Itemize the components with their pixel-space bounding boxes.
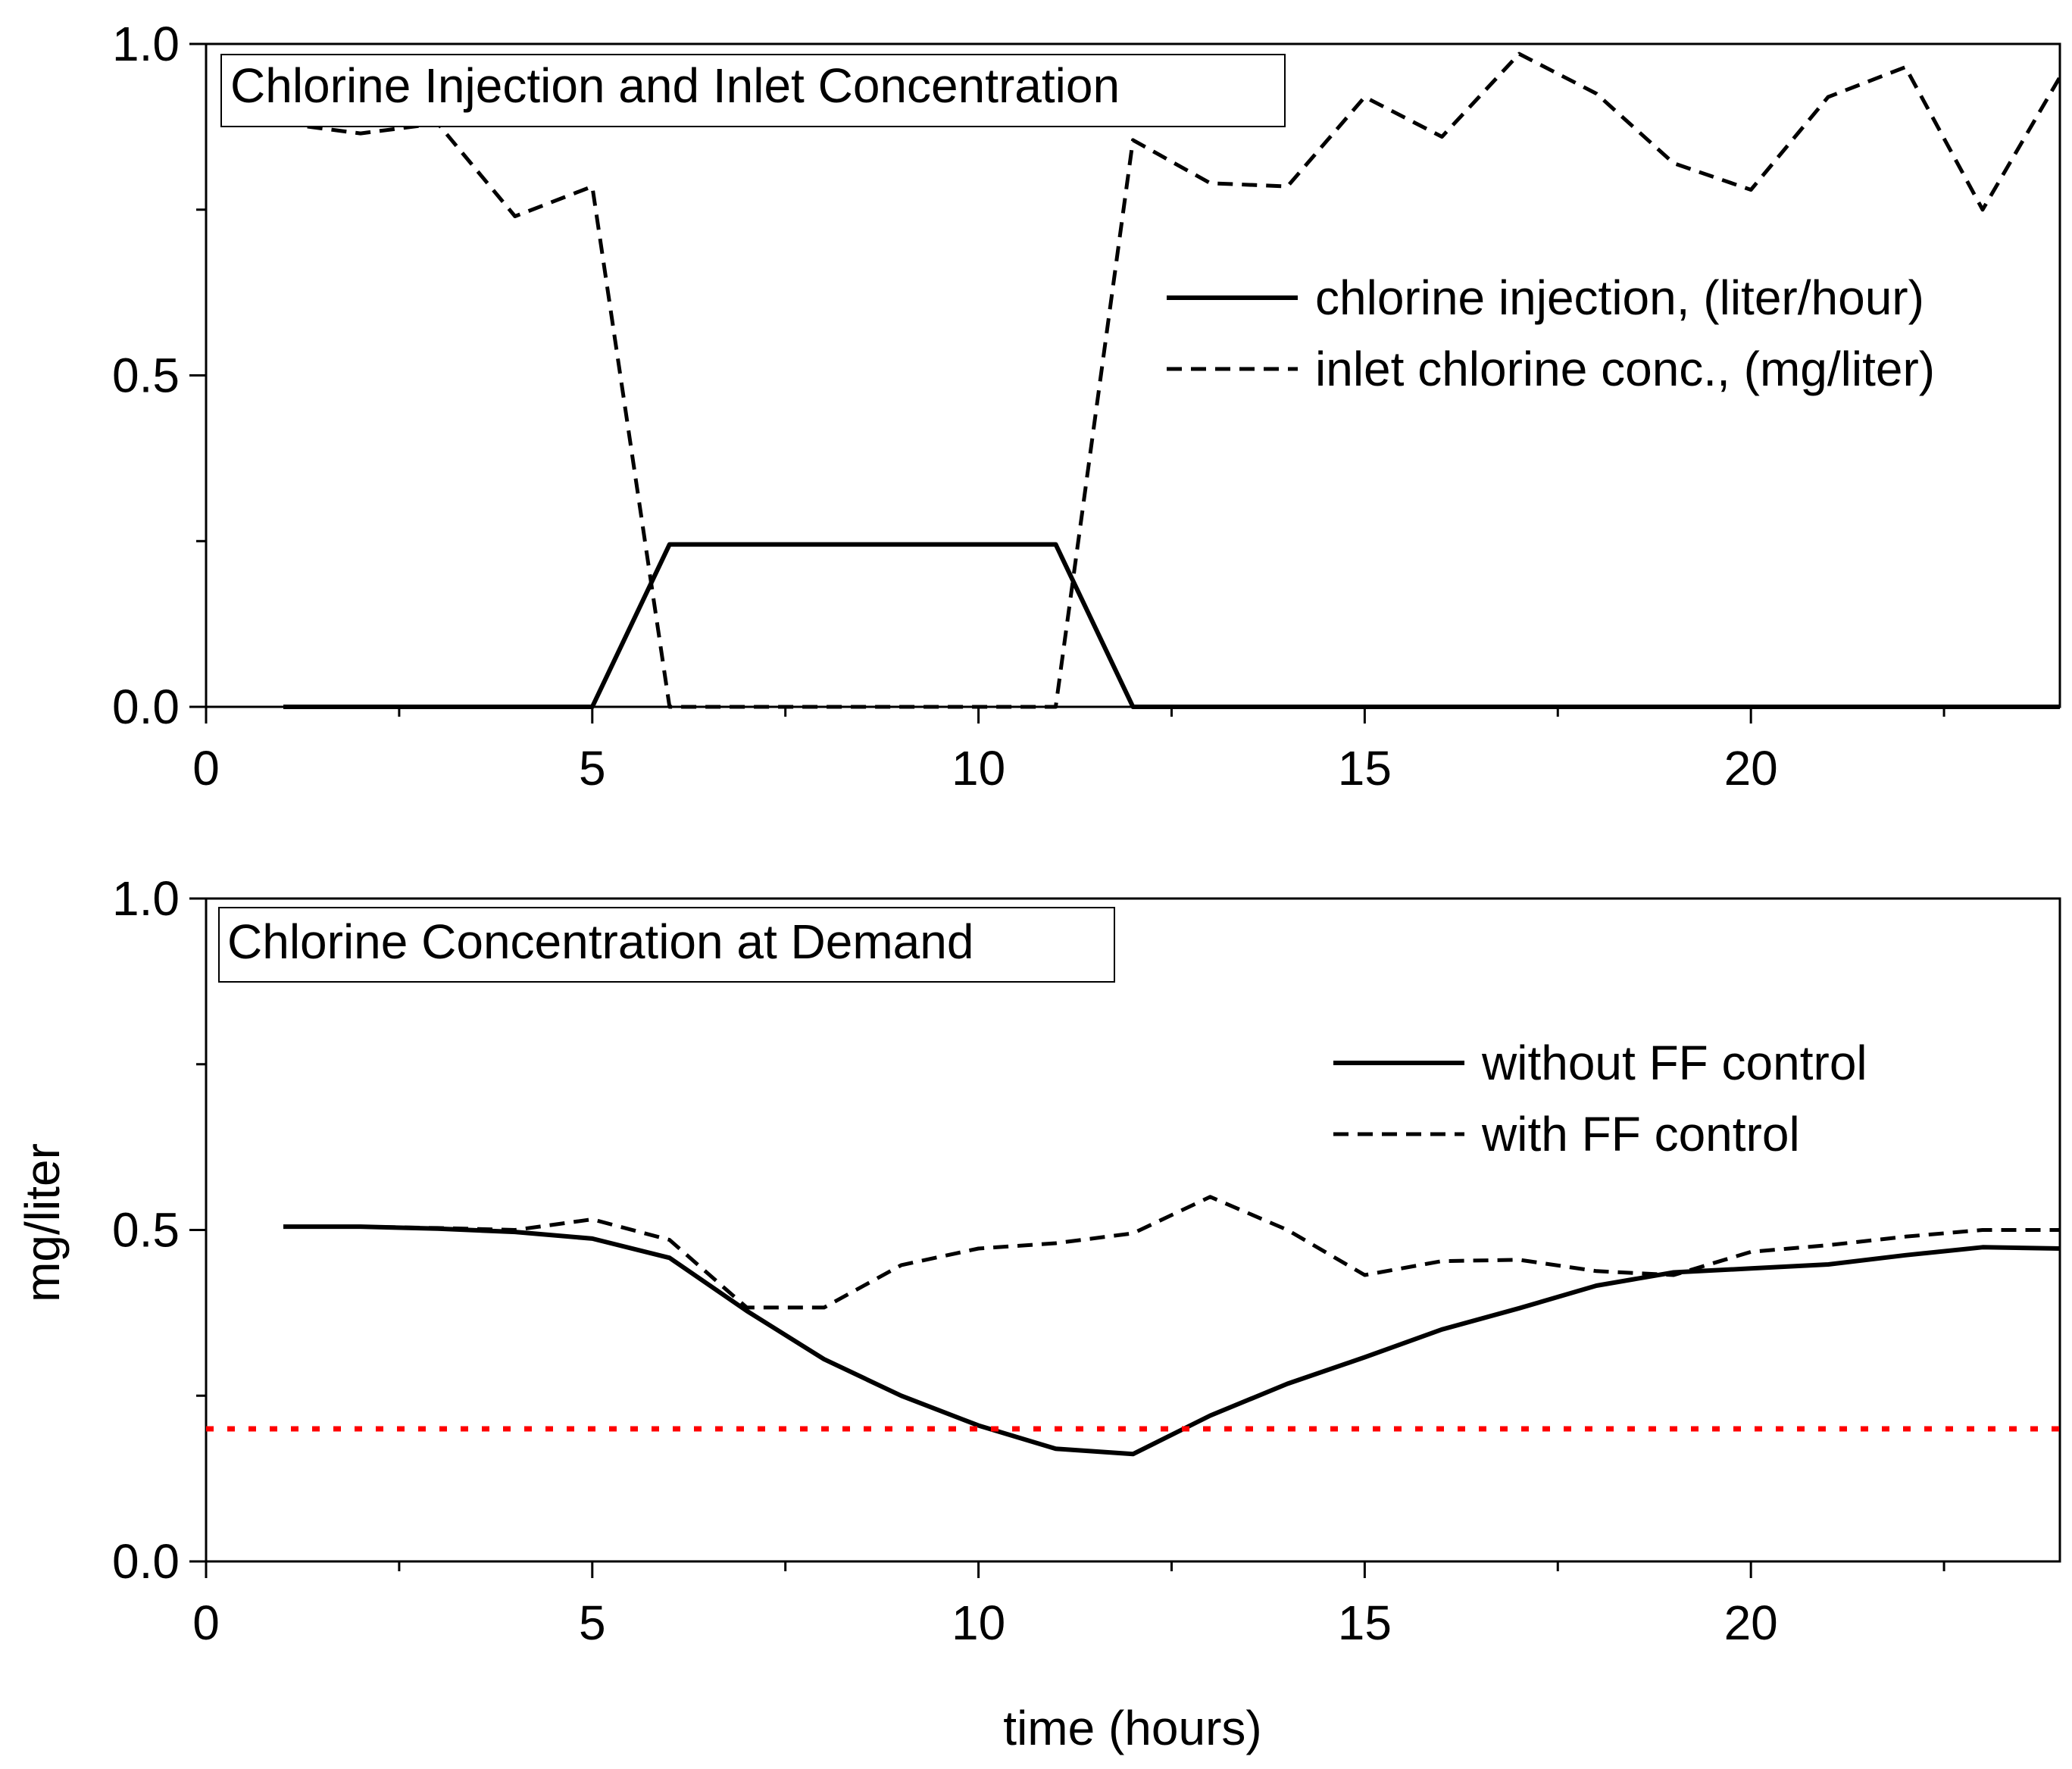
series-line-dashed — [283, 52, 2062, 709]
legend-label: inlet chlorine conc., (mg/liter) — [1315, 342, 1935, 396]
x-tick-label: 10 — [952, 741, 1005, 795]
chart-title-box: Chlorine Injection and Inlet Concentrati… — [220, 54, 1286, 127]
chart-panel-injection: 0 5 10 15 20 0.0 0.5 1.0 Chlorine Injection and… — [112, 17, 2062, 795]
y-tick-label: 1.0 — [112, 17, 180, 71]
legend: without FF control with FF control — [1333, 1036, 1867, 1161]
x-tick-label: 20 — [1724, 1596, 1778, 1650]
y-tick-label: 0.0 — [112, 1534, 180, 1589]
x-tick-label: 5 — [579, 741, 606, 795]
x-axis-label: time (hours) — [1003, 1701, 1261, 1755]
y-tick-label: 0.5 — [112, 1203, 180, 1258]
series-layer — [206, 1195, 2061, 1457]
chart-title-frame — [220, 54, 1286, 127]
axes: 0 5 10 15 20 0.0 0.5 1.0 — [112, 871, 1945, 1650]
x-tick-label: 10 — [952, 1596, 1005, 1650]
chart-title: Chlorine Concentration at Demand — [227, 914, 973, 969]
chart-title-frame — [218, 907, 1115, 983]
x-tick-label: 5 — [579, 1596, 606, 1650]
y-tick-label: 1.0 — [112, 871, 180, 926]
chart-title: Chlorine Injection and Inlet Concentrati… — [230, 58, 1120, 113]
x-tick-label: 0 — [192, 741, 220, 795]
y-tick-label: 0.0 — [112, 680, 180, 734]
legend-label: chlorine injection, (liter/hour) — [1315, 270, 1924, 325]
series-layer — [283, 52, 2062, 709]
chart-title-box: Chlorine Concentration at Demand — [218, 907, 1115, 983]
x-tick-label: 0 — [192, 1596, 220, 1650]
legend-label: with FF control — [1481, 1107, 1800, 1161]
y-tick-label: 0.5 — [112, 348, 180, 403]
x-tick-label: 20 — [1724, 741, 1778, 795]
legend-label: without FF control — [1481, 1036, 1867, 1090]
legend: chlorine injection, (liter/hour) inlet c… — [1167, 270, 1935, 396]
series-line-solid — [283, 542, 2060, 709]
x-tick-label: 15 — [1338, 1596, 1392, 1650]
series-line-solid — [283, 1224, 2061, 1457]
axes: 0 5 10 15 20 0.0 0.5 1.0 — [112, 17, 1945, 795]
chart-panel-demand: 0 5 10 15 20 0.0 0.5 1.0 Chlorine Concentration… — [15, 871, 2061, 1755]
x-tick-label: 15 — [1338, 741, 1392, 795]
series-line-dashed — [283, 1195, 2060, 1310]
y-axis-label: mg/liter — [15, 1143, 70, 1302]
